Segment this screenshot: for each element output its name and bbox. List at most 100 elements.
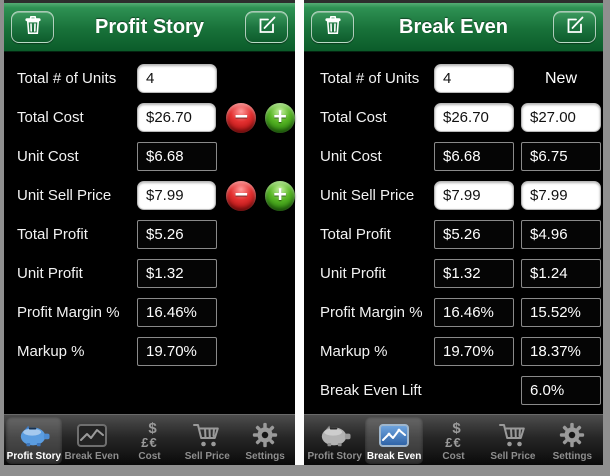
tab-cost[interactable]: $ £€ Cost [425, 417, 482, 464]
total-profit-field: $5.26 [137, 220, 217, 249]
field-label: Total # of Units [17, 70, 117, 87]
field-label: Profit Margin % [17, 304, 120, 321]
field-label: Markup % [17, 343, 85, 360]
tab-settings[interactable]: Settings [237, 417, 293, 464]
tab-profit-story[interactable]: Profit Story [306, 417, 363, 464]
field-label: Total Profit [17, 226, 88, 243]
total-units-field[interactable]: 4 [137, 64, 217, 93]
unit-sell-price-field[interactable]: $7.99 [137, 181, 217, 210]
field-label: Total # of Units [320, 70, 420, 87]
field-row: Total Cost $26.70 $27.00 [304, 98, 603, 137]
total-units-field[interactable]: 4 [434, 64, 514, 93]
tab-sell-price[interactable]: Sell Price [484, 417, 541, 464]
field-row: Unit Cost $6.68 $6.75 [304, 137, 603, 176]
field-label: Markup % [320, 343, 388, 360]
field-row: Markup % 19.70% 18.37% [304, 332, 603, 371]
total-profit-field: $5.26 [434, 220, 514, 249]
field-row: Unit Profit $1.32 $1.24 [304, 254, 603, 293]
tab-label: Cost [138, 451, 161, 462]
piggy-bank-icon [319, 420, 351, 450]
tab-sell-price[interactable]: Sell Price [179, 417, 235, 464]
field-label: Unit Cost [320, 148, 382, 165]
field-label: Unit Profit [17, 265, 83, 282]
total-cost-decrement-button[interactable]: − [226, 102, 257, 133]
field-label: Unit Cost [17, 148, 79, 165]
tab-bar: Profit Story Break Even $ £€ Cost Sell Pr… [304, 414, 603, 465]
field-row: Total Profit $5.26 [4, 215, 295, 254]
piggy-bank-icon [18, 420, 50, 450]
tab-label: Sell Price [490, 451, 536, 462]
gear-icon [252, 420, 278, 450]
profit-story-form: Total # of Units 4 Total Cost $26.70 − +… [4, 52, 295, 414]
tab-label: Cost [442, 451, 465, 462]
panel-divider [295, 0, 304, 465]
trash-icon [24, 15, 42, 40]
field-label: Total Cost [320, 109, 387, 126]
field-row: Unit Sell Price $7.99 $7.99 [304, 176, 603, 215]
break-even-form: Total # of Units 4 New Total Cost $26.70… [304, 52, 603, 414]
field-row: Total # of Units 4 [4, 59, 295, 98]
delete-button[interactable] [11, 11, 54, 43]
edit-button[interactable] [553, 11, 596, 43]
total-cost-field[interactable]: $26.70 [434, 103, 514, 132]
profit-story-header: Profit Story [4, 3, 295, 52]
field-row: Markup % 19.70% [4, 332, 295, 371]
field-label: Total Profit [320, 226, 391, 243]
sell-price-decrement-button[interactable]: − [226, 180, 257, 211]
field-row: Break Even Lift 6.0% [304, 371, 603, 410]
total-profit-new-field: $4.96 [521, 220, 601, 249]
unit-profit-field: $1.32 [434, 259, 514, 288]
field-row: Total Cost $26.70 − + [4, 98, 295, 137]
field-label: Unit Profit [320, 265, 386, 282]
field-label: Break Even Lift [320, 382, 422, 399]
field-label: Total Cost [17, 109, 84, 126]
tab-break-even[interactable]: Break Even [64, 417, 120, 464]
sell-price-increment-button[interactable]: + [265, 180, 295, 211]
compose-icon [565, 15, 585, 40]
line-chart-icon [379, 420, 410, 450]
unit-sell-price-field[interactable]: $7.99 [434, 181, 514, 210]
field-row: Profit Margin % 16.46% 15.52% [304, 293, 603, 332]
tab-label: Settings [552, 451, 593, 462]
markup-field: 19.70% [137, 337, 217, 366]
total-cost-new-field[interactable]: $27.00 [521, 103, 601, 132]
unit-cost-field: $6.68 [434, 142, 514, 171]
unit-profit-field: $1.32 [137, 259, 217, 288]
unit-profit-new-field: $1.24 [521, 259, 601, 288]
break-even-header: Break Even [304, 3, 603, 52]
tab-profit-story[interactable]: Profit Story [6, 417, 62, 464]
field-row: Unit Sell Price $7.99 − + [4, 176, 295, 215]
tab-label: Profit Story [307, 451, 362, 462]
delete-button[interactable] [311, 11, 354, 43]
profit-story-screen: Profit Story Total # of Units 4 Total Co… [4, 0, 295, 465]
trash-icon [324, 15, 342, 40]
total-cost-increment-button[interactable]: + [265, 102, 295, 133]
markup-field: 19.70% [434, 337, 514, 366]
field-row: Total Profit $5.26 $4.96 [304, 215, 603, 254]
field-row: Total # of Units 4 New [304, 59, 603, 98]
tab-bar: Profit Story Break Even $ £€ Cost Sell Pr… [4, 414, 295, 465]
profit-margin-field: 16.46% [434, 298, 514, 327]
edit-button[interactable] [245, 11, 288, 43]
field-row: Profit Margin % 16.46% [4, 293, 295, 332]
empty-cell [434, 376, 514, 405]
tab-label: Profit Story [6, 451, 62, 462]
tab-cost[interactable]: $ £€ Cost [122, 417, 178, 464]
tab-label: Break Even [366, 451, 422, 462]
unit-cost-new-field: $6.75 [521, 142, 601, 171]
tab-break-even[interactable]: Break Even [365, 417, 423, 464]
tab-label: Sell Price [184, 451, 230, 462]
field-row: Unit Cost $6.68 [4, 137, 295, 176]
break-even-screen: Break Even Total # of Units 4 New Total … [304, 0, 603, 465]
field-label: Unit Sell Price [17, 187, 112, 204]
field-row: Unit Profit $1.32 [4, 254, 295, 293]
markup-new-field: 18.37% [521, 337, 601, 366]
tab-label: Settings [245, 451, 285, 462]
break-even-lift-field: 6.0% [521, 376, 601, 405]
total-cost-field[interactable]: $26.70 [137, 103, 217, 132]
tab-settings[interactable]: Settings [544, 417, 601, 464]
gear-icon [559, 420, 585, 450]
unit-sell-price-new-field[interactable]: $7.99 [521, 181, 601, 210]
field-label: Profit Margin % [320, 304, 423, 321]
